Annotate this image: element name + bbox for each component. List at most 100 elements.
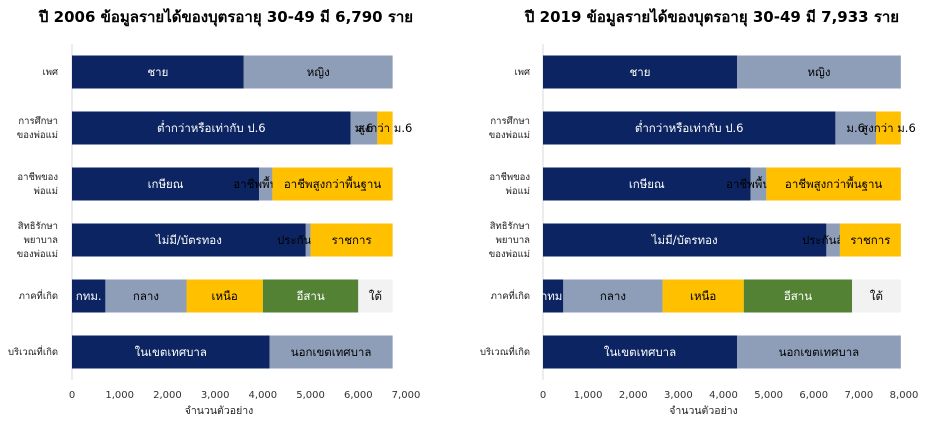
chart-1-bar-segment (377, 111, 393, 145)
chart-1-segment-label: ในเขตเทศบาล (135, 345, 207, 359)
chart-2-x-tick-label: 1,000 (574, 390, 603, 401)
chart-1-x-tick-label: 5,000 (296, 390, 325, 401)
chart-2-segment-label: ต่ำกว่าหรือเท่ากับ ป.6 (635, 120, 744, 135)
chart-2-category-label: ภาคที่เกิด (491, 289, 530, 302)
chart-2-bar-segment (766, 167, 901, 201)
chart-1-bar-segment (186, 279, 263, 313)
chart-2-bar-segment (543, 335, 738, 369)
chart-1-title: ปี 2006 ข้อมูลรายได้ของบุตรอายุ 30-49 มี… (38, 7, 413, 27)
chart-1-segment-label: เกษียณ (148, 177, 184, 191)
chart-2-bar-segment (543, 55, 738, 89)
chart-2-segment-label: อาชีพสูงกว่าพื้นฐาน (785, 176, 883, 191)
chart-1-category-label: อาชีพของ (17, 171, 58, 183)
chart-2-category-label: ของพ่อแม่ (489, 249, 530, 260)
chart-2-x-tick-label: 4,000 (709, 390, 738, 401)
chart-1-segment-label: อาชีพสูงกว่าพื้นฐาน (284, 176, 382, 191)
chart-2-segment-label: สูงกว่า ม.6 (861, 121, 916, 135)
chart-2-category-label: ของพ่อแม่ (489, 130, 530, 141)
chart-1-bar-segment (105, 279, 187, 313)
chart-2-bar-segment (543, 223, 827, 257)
chart-1-bar-segment (272, 167, 393, 201)
chart-2-bar-segment (543, 167, 751, 201)
chart-2-segment-label: เหนือ (690, 289, 716, 303)
chart-2-segment-label: ในเขตเทศบาล (604, 345, 676, 359)
chart-1-segment-label: นอกเขตเทศบาล (291, 345, 372, 359)
chart-1-segment-label: ใต้ (369, 289, 382, 303)
chart-2-bar-segment (839, 223, 901, 257)
chart-2-x-tick-label: 3,000 (664, 390, 693, 401)
chart-2-bar-segment (543, 279, 564, 313)
chart-2-bar-segment (852, 279, 901, 313)
chart-1-segment-label: หญิง (307, 65, 330, 79)
chart-1-category-label: สิทธิรักษา (17, 221, 58, 232)
chart-1-x-tick-label: 1,000 (105, 390, 134, 401)
chart-2-category-label: สิทธิรักษา (489, 221, 530, 232)
chart-1-category-label: เพศ (42, 67, 58, 78)
chart-1-bar-segment (72, 111, 351, 145)
chart-1-bar-segment (72, 335, 270, 369)
chart-1-x-tick-label: 2,000 (153, 390, 182, 401)
chart-2-bar-segment (826, 223, 840, 257)
chart-1-x-tick-label: 0 (69, 390, 75, 401)
chart-2-bar-segment (737, 55, 901, 89)
chart-1-bar-segment (269, 335, 393, 369)
chart-1-segment-label: สูงกว่า ม.6 (358, 121, 413, 135)
chart-2-bar-segment (835, 111, 877, 145)
chart-2-segment-label: นอกเขตเทศบาล (779, 345, 860, 359)
chart-2-category-label: อาชีพของ (489, 171, 530, 183)
chart-2-segment-label: กทม. (540, 289, 566, 303)
chart-2-x-tick-label: 0 (540, 390, 546, 401)
chart-1-bar-segment (259, 167, 273, 201)
chart-2-x-tick-label: 2,000 (619, 390, 648, 401)
chart-2-segment-label: ม.6 (846, 121, 865, 135)
chart-1-category-label: พ่อแม่ (34, 186, 58, 197)
chart-2-category-label: พ่อแม่ (506, 186, 530, 197)
chart-1-bar-segment (72, 279, 106, 313)
chart-1-category-label: ของพ่อแม่ (17, 249, 58, 260)
chart-2-bar-segment (563, 279, 663, 313)
chart-2-segment-label: ไม่มี/บัตรทอง (651, 233, 718, 247)
chart-1-segment-label: ชาย (147, 65, 168, 79)
chart-1-segment-label: เหนือ (212, 289, 238, 303)
chart-2-segment-label: อีสาน (784, 289, 812, 303)
chart-1-x-tick-label: 3,000 (201, 390, 230, 401)
chart-2-segment-label: ใต้ (870, 289, 883, 303)
chart-2-bar-segment (743, 279, 853, 313)
chart-2-segment-label: ชาย (630, 65, 651, 79)
chart-2-segment-label: หญิง (807, 65, 830, 79)
chart-1-category-label: การศึกษา (18, 116, 58, 127)
chart-2-x-axis-label: จำนวนตัวอย่าง (669, 405, 738, 417)
chart-1-bar-segment (305, 223, 311, 257)
chart-1-x-tick-label: 7,000 (392, 390, 421, 401)
chart-2-title: ปี 2019 ข้อมูลรายได้ของบุตรอายุ 30-49 มี… (524, 7, 899, 27)
chart-1-segment-label: อีสาน (296, 289, 324, 303)
chart-2-x-tick-label: 7,000 (845, 390, 874, 401)
chart-2-category-label: เพศ (514, 67, 530, 78)
chart-2-x-tick-label: 6,000 (799, 390, 828, 401)
chart-1-segment-label: ต่ำกว่าหรือเท่ากับ ป.6 (157, 120, 266, 135)
chart-1-category-label: บริเวณที่เกิด (8, 345, 58, 358)
chart-1-bar-segment (358, 279, 393, 313)
chart-2-segment-label: ราชการ (850, 233, 890, 247)
chart-1-x-tick-label: 6,000 (344, 390, 373, 401)
chart-2-bar-segment (750, 167, 767, 201)
chart-1-x-tick-label: 4,000 (249, 390, 278, 401)
chart-1-category-label: ของพ่อแม่ (17, 130, 58, 141)
chart-2-bar-segment (662, 279, 744, 313)
chart-2-x-tick-label: 5,000 (754, 390, 783, 401)
chart-1-segment-label: กทม. (76, 289, 102, 303)
chart-1-segment-label: ไม่มี/บัตรทอง (155, 233, 222, 247)
chart-2-bar-segment (543, 111, 836, 145)
chart-2-bar-segment (737, 335, 901, 369)
chart-1-category-label: พยาบาล (24, 235, 59, 246)
chart-1-bar-segment (72, 55, 244, 89)
chart-1-segment-label: กลาง (133, 289, 159, 303)
chart-1-bar-segment (310, 223, 393, 257)
chart-2-x-tick-label: 8,000 (890, 390, 919, 401)
chart-1-bar-segment (72, 167, 260, 201)
chart-1-segment-label: ราชการ (332, 233, 372, 247)
chart-1-bar-segment (72, 223, 306, 257)
chart-1-bar-segment (262, 279, 359, 313)
